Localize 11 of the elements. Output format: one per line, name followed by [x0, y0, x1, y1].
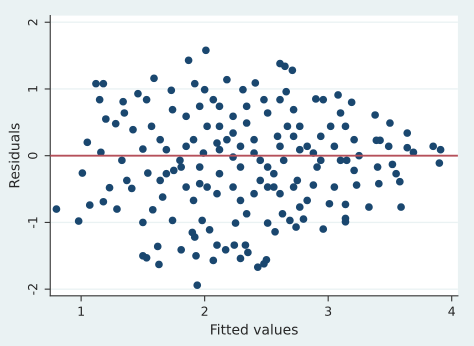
y-tick-label: -1 [28, 217, 38, 228]
y-tick-label: 1 [28, 86, 38, 92]
y-tick-label: 0 [28, 152, 38, 159]
y-tick-label: -2 [28, 284, 38, 295]
y-tick-label: 2 [28, 20, 38, 26]
x-tick-label: 2 [202, 306, 208, 316]
x-tick-label: 1 [78, 306, 84, 316]
x-tick-label: 4 [448, 306, 455, 316]
x-axis-title: Fitted values [211, 324, 298, 335]
x-tick-label: 3 [325, 306, 332, 316]
y-axis-title: Residuals [8, 123, 20, 188]
